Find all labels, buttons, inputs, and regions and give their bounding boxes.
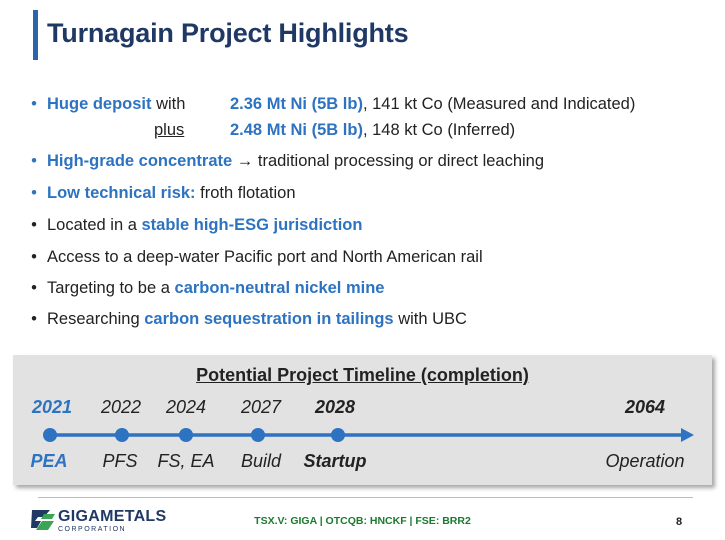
milestone-marker-2028 (331, 428, 345, 442)
highlight-text: 2.36 Mt Ni (5B lb) (230, 95, 363, 113)
highlight-text: stable high-ESG jurisdiction (141, 216, 363, 234)
milestone-year: 2021 (31, 397, 73, 417)
bullet-icon: • (31, 184, 37, 202)
stock-tickers: TSX.V: GIGA | OTCQB: HNCKF | FSE: BRR2 (254, 515, 471, 527)
company-logo-subtitle: CORPORATION (58, 526, 127, 533)
milestone-label: Startup (303, 451, 367, 471)
milestone-year: 2022 (100, 397, 142, 417)
page-title: Turnagain Project Highlights (47, 18, 409, 48)
highlight-text: 2.48 Mt Ni (5B lb) (230, 121, 363, 139)
page-number: 8 (676, 516, 683, 528)
milestone-year: 2024 (165, 397, 207, 417)
highlight-text: carbon sequestration in tailings (144, 310, 394, 328)
timeline-title: Potential Project Timeline (completion) (196, 365, 529, 385)
plus-text: plus (154, 121, 185, 139)
highlight-text: Huge deposit (47, 95, 152, 113)
milestone-marker-2021 (43, 428, 57, 442)
timeline-panel: Potential Project Timeline (completion) … (13, 355, 712, 485)
milestone-label: PEA (30, 451, 68, 471)
milestone-year: 2064 (624, 397, 666, 417)
bullet-icon: • (31, 248, 37, 266)
milestone-marker-2022 (115, 428, 129, 442)
milestone-marker-2024 (179, 428, 193, 442)
highlight-text: carbon-neutral nickel mine (174, 279, 385, 297)
timeline-arrowhead-icon (681, 428, 694, 442)
milestone-year: 2028 (314, 397, 356, 417)
milestone-label: Operation (605, 451, 685, 471)
timeline-axis (43, 428, 694, 442)
highlight-text: High-grade concentrate (47, 152, 233, 170)
arrow-right-icon: → (232, 152, 258, 170)
milestone-year: 2027 (240, 397, 282, 417)
gigametals-logo-icon (31, 510, 55, 530)
title-accent-bar (33, 10, 38, 60)
bullet-icon: • (31, 279, 37, 297)
bullet-icon: • (31, 95, 37, 113)
milestone-label: Build (240, 451, 282, 471)
milestone-label: PFS (102, 451, 138, 471)
company-logo-name: GIGAMETALS (58, 508, 167, 525)
bullet-icon: • (31, 152, 37, 170)
bullet-icon: • (31, 216, 37, 234)
bullet-icon: • (31, 310, 37, 328)
milestone-label: FS, EA (157, 451, 215, 471)
footer-divider (38, 497, 693, 498)
highlight-text: Low technical risk: (47, 184, 196, 202)
milestone-marker-2027 (251, 428, 265, 442)
